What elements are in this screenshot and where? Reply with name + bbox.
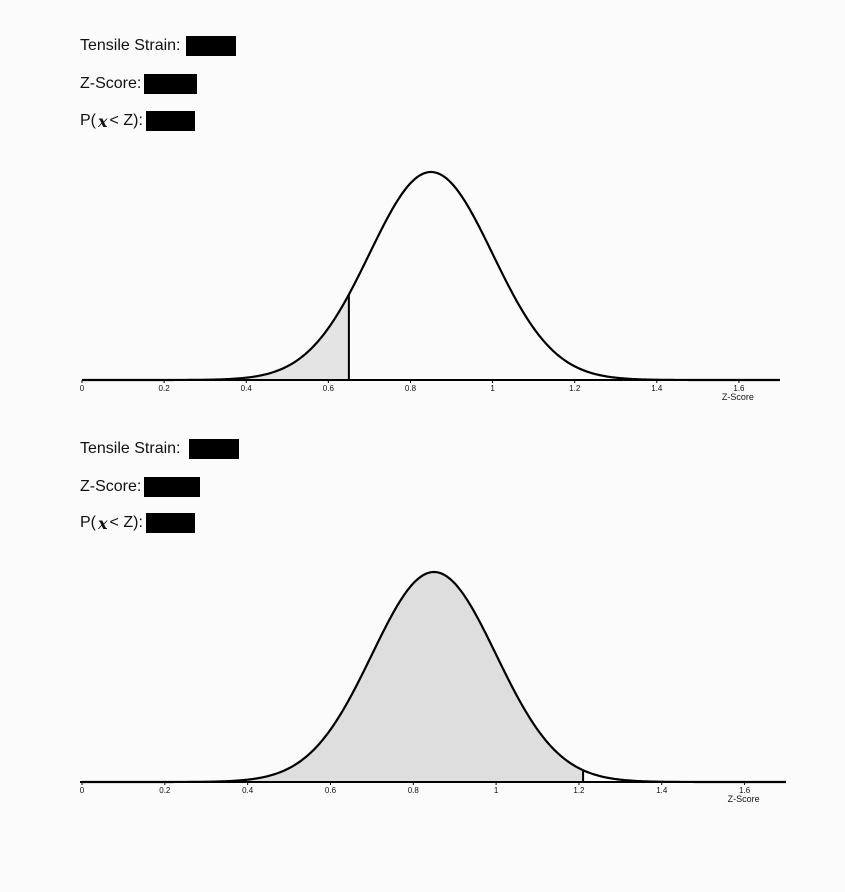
tensile-strain-label: Tensile Strain:	[80, 37, 181, 54]
normal-curve-chart-2: 0 0.2 0.4 0.6 0.8 1 1.2 1.4 1.6Z-Score	[80, 570, 786, 804]
probability-field: P( x < Z):	[80, 110, 195, 132]
z-score-label: Z-Score:	[80, 75, 142, 92]
x-tick-label: 0.8	[405, 384, 417, 393]
x-axis-title: Z-Score	[728, 794, 760, 804]
tensile-strain-field: Tensile Strain:	[80, 438, 239, 460]
x-tick-label: 0.2	[159, 384, 171, 393]
x-tick-label: 1.6	[739, 786, 751, 795]
normal-curve-chart-1: 0 0.2 0.4 0.6 0.8 1 1.2 1.4 1.6Z-Score	[80, 170, 780, 402]
z-score-redacted-value	[144, 477, 201, 497]
x-tick-label: 1.4	[651, 384, 663, 393]
x-axis-title: Z-Score	[722, 392, 754, 402]
x-tick-label: 0	[80, 384, 85, 393]
probability-redacted-value	[145, 111, 195, 131]
tensile-strain-label: Tensile Strain:	[80, 440, 181, 457]
tensile-strain-redacted-value	[188, 439, 239, 459]
x-tick-label: 1	[494, 786, 499, 795]
z-score-redacted-value	[144, 74, 198, 94]
x-tick-label: 1.6	[733, 384, 745, 393]
probability-label-open: P(	[80, 514, 96, 531]
z-score-field: Z-Score:	[80, 476, 201, 498]
probability-redacted-value	[145, 513, 195, 533]
shaded-probability-area	[82, 294, 349, 380]
x-tick-label: 0.6	[323, 384, 335, 393]
probability-field: P( x < Z):	[80, 512, 195, 534]
z-score-label: Z-Score:	[80, 478, 142, 495]
x-tick-label: 1	[490, 384, 495, 393]
random-variable-symbol: x	[98, 513, 108, 533]
random-variable-symbol: x	[98, 111, 108, 131]
x-tick-label: 0.8	[408, 786, 420, 795]
normal-curve	[82, 170, 780, 382]
x-tick-label: 1.4	[656, 786, 668, 795]
shaded-probability-area	[82, 572, 584, 782]
x-tick-label: 0.6	[325, 786, 337, 795]
probability-label-close: < Z):	[109, 112, 143, 129]
tensile-strain-redacted-value	[185, 36, 236, 56]
probability-label-open: P(	[80, 112, 96, 129]
x-tick-label: 1.2	[569, 384, 581, 393]
probability-label-close: < Z):	[109, 514, 143, 531]
x-tick-label: 1.2	[573, 786, 585, 795]
z-score-field: Z-Score:	[80, 73, 198, 95]
tensile-strain-field: Tensile Strain:	[80, 35, 236, 57]
x-tick-label: 0	[80, 786, 85, 795]
x-tick-label: 0.4	[242, 786, 254, 795]
x-tick-label: 0.4	[241, 384, 253, 393]
x-tick-label: 0.2	[159, 786, 171, 795]
